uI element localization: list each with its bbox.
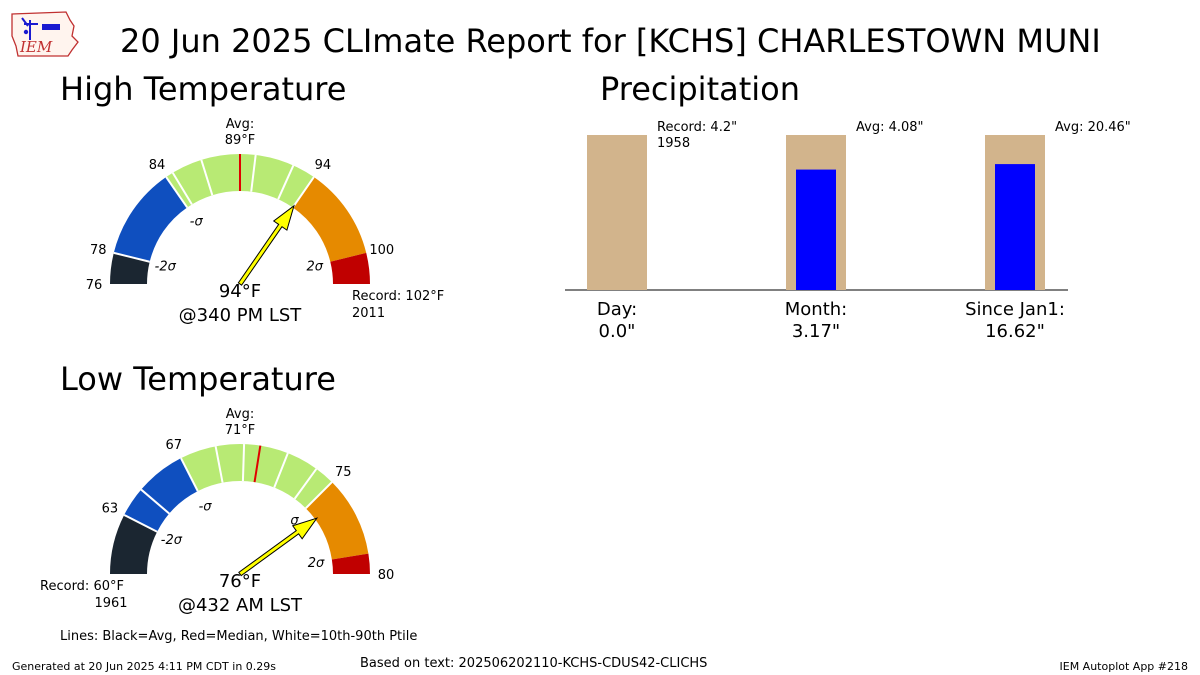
category-label: Since Jan1: bbox=[965, 299, 1065, 320]
percentile-line bbox=[241, 444, 246, 482]
gauge-needle bbox=[237, 204, 295, 286]
tick-label: 94 bbox=[315, 158, 332, 173]
tick-label: 75 bbox=[335, 465, 352, 480]
gauge-band bbox=[110, 514, 158, 574]
percentile-line bbox=[273, 452, 289, 488]
record-year: 1961 bbox=[94, 596, 127, 611]
tick-label: 78 bbox=[90, 243, 107, 258]
lines-legend-note: Lines: Black=Avg, Red=Median, White=10th… bbox=[60, 629, 418, 644]
percentile-line bbox=[250, 154, 257, 192]
tick-label: 84 bbox=[149, 158, 166, 173]
record-label: Record: 102°F bbox=[352, 289, 444, 304]
percentile-line bbox=[123, 514, 158, 533]
gauge-band bbox=[124, 458, 198, 532]
category-label: Month: bbox=[785, 299, 847, 320]
low-temp-title: Low Temperature bbox=[60, 360, 336, 398]
iem-logo: IEM bbox=[11, 11, 79, 57]
tick-label: 67 bbox=[165, 438, 182, 453]
observed-bar bbox=[796, 169, 836, 290]
source-text: Based on text: 202506202110-KCHS-CDUS42-… bbox=[360, 656, 708, 671]
gauge-band bbox=[113, 177, 188, 262]
reference-sublabel: 1958 bbox=[657, 136, 690, 151]
sigma-label: -2σ bbox=[161, 533, 183, 548]
percentile-line bbox=[165, 176, 188, 209]
percentile-line bbox=[277, 165, 295, 200]
percentile-line bbox=[293, 468, 318, 500]
avg-value-label: 71°F bbox=[225, 423, 256, 438]
page-title: 20 Jun 2025 CLImate Report for [KCHS] CH… bbox=[120, 22, 1101, 60]
record-label: Record: 60°F bbox=[40, 579, 124, 594]
gauge-needle bbox=[238, 517, 319, 577]
sigma-label: σ bbox=[290, 514, 299, 529]
tick-label: 76 bbox=[86, 278, 103, 293]
reference-label: Avg: 4.08" bbox=[856, 120, 924, 135]
observed-label: 16.62" bbox=[985, 321, 1045, 342]
avg-label: Avg: bbox=[226, 407, 254, 422]
tick-label: 100 bbox=[369, 243, 394, 258]
gauge-band bbox=[305, 482, 369, 560]
gauge-band bbox=[331, 553, 370, 574]
observed-value: 76°F bbox=[219, 571, 261, 592]
percentile-line bbox=[180, 457, 199, 492]
low-temp-gauge: 63 67 75 80 -2σ -σ σ 2σ Avg:71°F 76°F @432 AM LST R… bbox=[40, 407, 394, 616]
percentile-line bbox=[171, 172, 193, 205]
precip-title: Precipitation bbox=[600, 70, 801, 108]
observed-value: 94°F bbox=[219, 281, 261, 302]
gauge-band bbox=[110, 252, 150, 284]
percentile-line bbox=[113, 251, 150, 263]
percentile-line bbox=[200, 159, 214, 196]
percentile-line bbox=[140, 488, 170, 515]
median-line bbox=[253, 445, 262, 483]
reference-label: Avg: 20.46" bbox=[1055, 120, 1131, 135]
observed-time: @432 AM LST bbox=[178, 595, 303, 616]
app-id: IEM Autoplot App #218 bbox=[1059, 660, 1189, 673]
observed-label: 0.0" bbox=[599, 321, 636, 342]
generated-timestamp: Generated at 20 Jun 2025 4:11 PM CDT in … bbox=[12, 660, 277, 673]
avg-label: Avg: bbox=[226, 117, 254, 132]
avg-value-label: 89°F bbox=[225, 133, 256, 148]
high-temp-title: High Temperature bbox=[60, 70, 347, 108]
sigma-label: -σ bbox=[190, 215, 204, 230]
observed-label: 3.17" bbox=[792, 321, 840, 342]
sigma-label: -σ bbox=[199, 499, 213, 514]
sigma-label: 2σ bbox=[308, 556, 325, 571]
percentile-line bbox=[214, 446, 224, 483]
sigma-label: 2σ bbox=[307, 260, 324, 275]
sigma-label: -2σ bbox=[155, 260, 177, 275]
gauge-band bbox=[330, 252, 370, 284]
observed-time: @340 PM LST bbox=[179, 305, 303, 326]
reference-label: Record: 4.2" bbox=[657, 120, 737, 135]
category-label: Day: bbox=[597, 299, 637, 320]
record-year: 2011 bbox=[352, 306, 385, 321]
tick-label: 80 bbox=[378, 568, 395, 583]
observed-bar bbox=[995, 164, 1035, 290]
gauge-band bbox=[292, 177, 367, 262]
tick-label: 63 bbox=[102, 502, 119, 517]
logo-text: IEM bbox=[19, 38, 53, 56]
percentile-line bbox=[305, 481, 333, 509]
percentile-line bbox=[292, 176, 315, 209]
precip-bar-chart: Record: 4.2"1958 Day:0.0" Avg: 4.08" Month:… bbox=[565, 120, 1131, 342]
reference-bar bbox=[587, 135, 647, 290]
